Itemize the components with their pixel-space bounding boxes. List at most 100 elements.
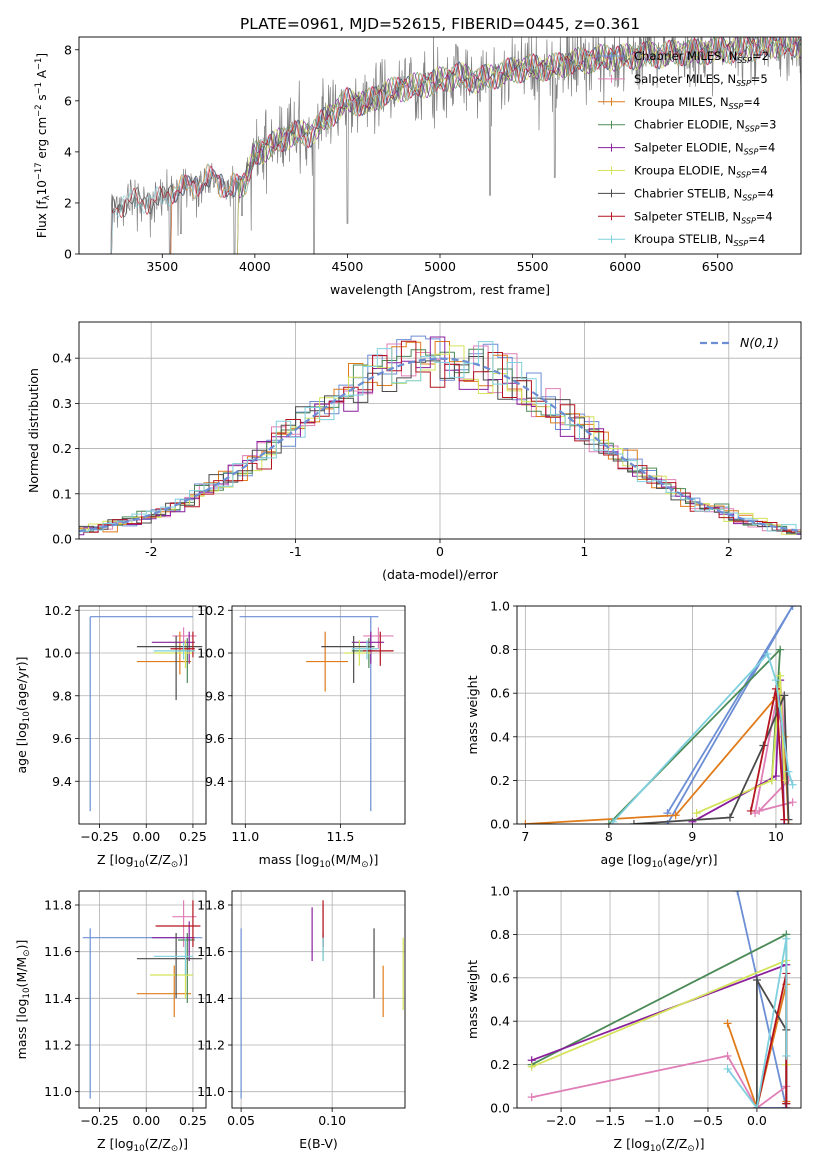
data-point — [351, 640, 379, 660]
figure-title: PLATE=0961, MJD=52615, FIBERID=0445, z=0… — [240, 15, 640, 33]
x-tick-label: 3500 — [146, 259, 178, 274]
y-axis-label: Normed distribution — [26, 368, 41, 493]
y-tick-label: 10.2 — [44, 603, 72, 618]
data-point — [151, 921, 195, 961]
weight-point — [527, 1093, 536, 1102]
x-tick-label: 4000 — [239, 259, 271, 274]
weight-point — [788, 606, 797, 610]
y-tick-label: 9.8 — [52, 688, 72, 703]
legend-name: Chabrier ELODIE, N — [634, 118, 745, 132]
data-point — [153, 937, 193, 975]
weight-point — [692, 809, 701, 818]
y-tick-label: 11.2 — [197, 1038, 225, 1053]
axes-age-vs-mass: 11.0 11.5 9.4 9.6 9.8 10.0 10.2 — [197, 603, 405, 844]
y-tick-label: 0.2 — [490, 773, 510, 788]
y-tick-label: 4 — [64, 144, 72, 159]
weight-point — [788, 780, 797, 789]
weight-vs-Z-frame — [516, 890, 802, 1109]
data-point — [306, 631, 348, 692]
y-tick-label: 1.0 — [490, 599, 510, 614]
weight-point — [726, 813, 734, 822]
axes-mass-vs-Z: −0.25 0.00 0.25 11.0 11.2 11.4 11.6 11.8 — [44, 891, 207, 1128]
x-tick-label: 0.05 — [227, 1113, 255, 1128]
data-point — [89, 616, 193, 812]
legend-name: Kroupa ELODIE, N — [634, 164, 736, 178]
x-tick-label: 1 — [580, 544, 588, 559]
legend-name: Kroupa STELIB, N — [634, 232, 734, 246]
data-point — [136, 635, 203, 701]
x-axis-label: mass [log10(M/M⊙)] — [259, 852, 379, 870]
x-tick-label: 5500 — [517, 259, 549, 274]
axes-age-vs-Z: −0.25 0.00 0.25 9.4 9.6 9.8 10.0 10.2 — [44, 603, 207, 844]
weight-point — [788, 798, 797, 807]
y-tick-label: 0.4 — [52, 351, 72, 366]
mass-vs-Z-frame — [78, 890, 207, 1109]
x-axis-label: Z [log10(Z/Z⊙)] — [97, 1136, 188, 1154]
residual-histogram — [79, 356, 801, 535]
y-tick-label: 10.0 — [44, 646, 72, 661]
x-tick-label: 11.5 — [326, 829, 354, 844]
x-tick-label: 0.00 — [132, 1113, 160, 1128]
histograms — [79, 335, 801, 536]
y-tick-label: 9.8 — [205, 688, 225, 703]
x-tick-label: −1.5 — [595, 1113, 625, 1128]
y-tick-label: 9.4 — [205, 774, 225, 789]
data-point — [136, 933, 203, 999]
weight-point — [752, 975, 761, 984]
residuals-frame — [78, 321, 802, 540]
y-tick-label: 11.0 — [197, 1084, 225, 1099]
model-spectrum — [236, 37, 801, 254]
x-axis-label: wavelength [Angstrom, rest frame] — [330, 282, 550, 297]
x-axis-label: age [log10(age/yr)] — [600, 852, 717, 870]
x-axis-label: E(B-V) — [299, 1136, 338, 1151]
spectrum-frame — [78, 36, 802, 255]
y-tick-label: 2 — [64, 195, 72, 210]
y-tick-label: 0.6 — [490, 970, 510, 985]
legend-label: Chabrier ELODIE, NSSP=3 — [634, 118, 776, 134]
legend-nssp: =4 — [758, 141, 775, 155]
legend-name: Chabrier MILES, N — [634, 49, 737, 63]
data-point — [177, 933, 195, 1003]
y-tick-label: 11.6 — [197, 944, 225, 959]
weight-point — [763, 649, 772, 658]
legend-label: Chabrier MILES, NSSP=2 — [634, 49, 769, 65]
weight-point — [527, 1062, 536, 1071]
weight-point — [746, 806, 755, 815]
model-spectrum — [110, 37, 801, 254]
age-vs-Z-frame — [78, 605, 207, 825]
y-tick-label: 6 — [64, 93, 72, 108]
x-tick-label: 0.25 — [179, 1113, 207, 1128]
y-axis-label: Flux [fλ10−17 erg cm−2 s−1 A−1] — [33, 53, 51, 238]
y-tick-label: 11.8 — [44, 898, 72, 913]
legend-label: Kroupa STELIB, NSSP=4 — [634, 232, 765, 248]
y-tick-label: 0.0 — [490, 817, 510, 832]
data-point — [344, 640, 371, 666]
x-tick-label: 6000 — [609, 259, 641, 274]
x-axis-label: Z [log10(Z/Z⊙)] — [614, 1136, 705, 1154]
weight-point — [767, 776, 776, 785]
residual-histogram — [79, 341, 801, 534]
legend-nssp: =4 — [751, 164, 768, 178]
weight-point — [609, 817, 618, 824]
x-tick-label: 5000 — [424, 259, 456, 274]
x-tick-label: -1 — [289, 544, 301, 559]
legend-label: Kroupa ELODIE, NSSP=4 — [634, 164, 768, 180]
y-tick-label: 9.6 — [205, 731, 225, 746]
x-tick-label: 0.00 — [132, 829, 160, 844]
x-tick-label: 8 — [605, 829, 613, 844]
x-tick-label: 0 — [436, 544, 444, 559]
x-tick-label: 9 — [688, 829, 696, 844]
y-tick-label: 0 — [64, 247, 72, 262]
axes-spectrum: 3500 4000 4500 5000 5500 6000 6500 0 2 4 6 8 — [64, 42, 734, 274]
legend-nssp: =4 — [748, 232, 765, 246]
y-tick-label: 9.6 — [52, 731, 72, 746]
weight-point — [782, 1051, 791, 1060]
y-tick-label: 0.2 — [52, 441, 72, 456]
chart-layer: 3500 4000 4500 5000 5500 6000 6500 0 2 4 6 8 wavelen… — [14, 36, 802, 1154]
mass-vs-ebv-frame — [231, 890, 406, 1109]
weight-point — [604, 820, 613, 824]
x-tick-label: 0.0 — [747, 1113, 767, 1128]
weight-vs-age-frame — [516, 605, 802, 825]
y-tick-label: 0.8 — [490, 642, 510, 657]
weight-point — [776, 645, 785, 654]
